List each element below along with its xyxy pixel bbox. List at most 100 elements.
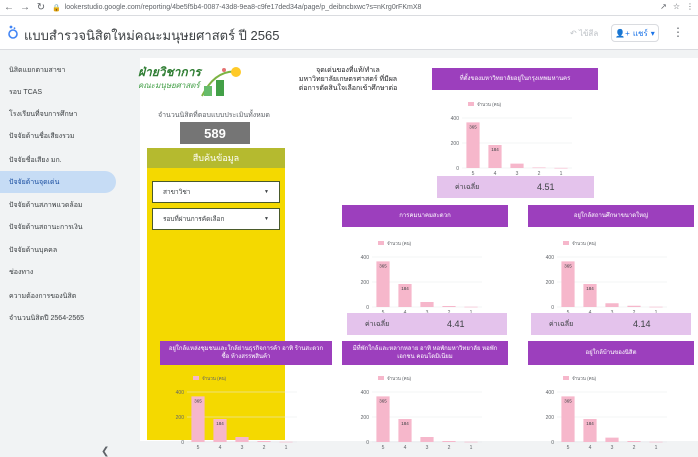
x-tick-label: 1 [470, 445, 473, 451]
browser-actions: ↗ ☆ ⋮ [660, 2, 694, 11]
sidebar-item[interactable]: นิสิตแยกตามสาขา [9, 66, 66, 74]
average-score-box-1: ค่าเฉลี่ย 4.51 [437, 176, 594, 198]
data-label: 365 [379, 263, 387, 268]
share-button[interactable]: 👤+ แชร์ ▾ [611, 24, 659, 42]
data-label: 365 [379, 398, 387, 403]
y-tick-label: 200 [451, 141, 460, 147]
reload-icon[interactable]: ↻ [36, 2, 46, 13]
data-label: 365 [194, 398, 202, 403]
legend-label: จำนวน (คน) [387, 240, 412, 246]
x-tick-label: 4 [404, 445, 407, 451]
sidebar-item[interactable]: ปัจจัยด้านสถานะการเงิน [9, 223, 83, 231]
y-tick-label: 200 [361, 415, 370, 421]
average-score-box-3: ค่าเฉลี่ย 4.14 [531, 313, 691, 335]
data-label: 184 [401, 286, 409, 291]
legend-label: จำนวน (คน) [202, 375, 227, 381]
sidebar-item[interactable]: จำนวนนิสิตปี 2564-2565 [9, 314, 85, 322]
y-tick-label: 0 [366, 305, 369, 311]
bar [583, 284, 597, 307]
bar [466, 122, 480, 168]
bar [420, 302, 434, 307]
report-title[interactable]: แบบสำรวจนิสิตใหม่คณะมนุษยศาสตร์ ปี 2565 [24, 28, 280, 43]
panel-banner-5: มีที่พักใกล้และหลากหลาย อาทิ หอพักมหาวิท… [342, 341, 508, 365]
star-icon[interactable]: ☆ [672, 2, 680, 11]
bar [510, 163, 524, 168]
caret-down-icon: ▼ [264, 189, 269, 195]
undo-button[interactable]: ↶ ไข้สีล [570, 29, 599, 38]
decoration-title: ฝ่ายวิชาการ [138, 65, 201, 79]
share-label: แชร์ [632, 28, 648, 38]
x-tick-label: 4 [219, 445, 222, 451]
bar [464, 306, 478, 308]
x-tick-label: 2 [538, 171, 541, 177]
sidebar-item[interactable]: โรงเรียนที่จบการศึกษา [9, 110, 78, 118]
decoration-illustration-icon [201, 67, 241, 97]
x-tick-label: 5 [472, 171, 475, 177]
share-page-icon[interactable]: ↗ [660, 2, 667, 11]
y-tick-label: 400 [451, 116, 460, 122]
bar [257, 441, 271, 442]
url-text: lookerstudio.google.com/reporting/4be5f5… [64, 4, 422, 11]
sidebar-item[interactable]: ปัจจัยชื่อเสียง มก. [9, 156, 62, 164]
bar [398, 419, 412, 442]
bar [376, 396, 390, 442]
legend-swatch [563, 241, 569, 245]
legend-swatch [468, 102, 474, 106]
sidebar-item[interactable]: ปัจจัยด้านสภาพแวดล้อม [9, 201, 83, 209]
section-heading: จุดเด่นของที่แท้/ทำเล มหาวิทยาลัยเกษตรศา… [298, 67, 398, 92]
back-icon[interactable]: ← [4, 2, 14, 13]
panel-banner-3: อยู่ใกล้สถานศึกษาขนาดใหญ่ [528, 205, 694, 227]
x-tick-label: 1 [285, 445, 288, 451]
panel-banner-4: อยู่ใกล้แหล่งชุมชนและใกล้ย่านธุรกิจการค้… [160, 341, 332, 365]
browser-bar: ← → ↻ 🔒 lookerstudio.google.com/reportin… [0, 0, 698, 16]
address-bar[interactable]: 🔒 lookerstudio.google.com/reporting/4be5… [52, 2, 421, 14]
sidebar-item[interactable]: ปัจจัยด้านชื่อเสียงรวม [9, 132, 75, 140]
bar [488, 145, 502, 168]
bar [627, 305, 641, 307]
forward-icon[interactable]: → [20, 2, 30, 13]
y-tick-label: 400 [176, 390, 185, 396]
more-options-icon[interactable]: ⋮ [672, 25, 684, 39]
bar [398, 284, 412, 307]
sidebar-item[interactable]: ความต้องการของนิสิต [9, 292, 77, 300]
bar [532, 167, 546, 169]
x-tick-label: 5 [197, 445, 200, 451]
decoration-subtitle: คณะมนุษยศาสตร์ [138, 81, 200, 90]
data-label: 365 [564, 263, 572, 268]
add-person-icon: 👤+ [615, 28, 630, 38]
legend-swatch [193, 376, 199, 380]
undo-label: ไข้สีล [578, 29, 599, 38]
rating-bar-chart-1: จำนวน (คน) 0 200 400 365 5 184 4 3 2 1 [451, 101, 572, 177]
y-tick-label: 200 [361, 280, 370, 286]
sidebar-item[interactable]: ช่องทาง [9, 268, 34, 276]
bar [649, 306, 663, 308]
browser-menu-icon[interactable]: ⋮ [686, 2, 694, 11]
panel-banner-2: การคมนาคมสะดวก [342, 205, 508, 227]
data-label: 184 [491, 147, 499, 152]
y-tick-label: 200 [546, 415, 555, 421]
major-filter-dropdown[interactable]: สาขาวิชา ▼ [152, 181, 280, 203]
bar [627, 441, 641, 442]
bar [420, 437, 434, 442]
sidebar-item[interactable]: รอบ TCAS [9, 88, 43, 96]
x-tick-label: 3 [241, 445, 244, 451]
y-tick-label: 400 [361, 255, 370, 261]
x-tick-label: 3 [611, 445, 614, 451]
data-label: 184 [586, 286, 594, 291]
collapse-sidebar-icon[interactable]: ❮ [101, 446, 110, 457]
y-tick-label: 0 [551, 305, 554, 311]
bar [191, 396, 205, 442]
average-label: ค่าเฉลี่ย [549, 320, 574, 328]
y-tick-label: 400 [546, 390, 555, 396]
respondent-count-label: จำนวนนิสิตที่ตอบแบบประเมินทั้งหมด [158, 112, 270, 119]
x-tick-label: 2 [633, 445, 636, 451]
round-filter-dropdown[interactable]: รอบที่ผ่านการคัดเลือก ▼ [152, 208, 280, 230]
bar [279, 441, 293, 443]
sidebar-item[interactable]: ปัจจัยด้านบุคคล [9, 246, 58, 254]
average-value: 4.14 [633, 319, 651, 329]
bar [605, 437, 619, 442]
bar [554, 167, 568, 169]
sidebar-item[interactable]: ปัจจัยด้านจุดเด่น [0, 171, 116, 193]
average-score-box-2: ค่าเฉลี่ย 4.41 [347, 313, 507, 335]
